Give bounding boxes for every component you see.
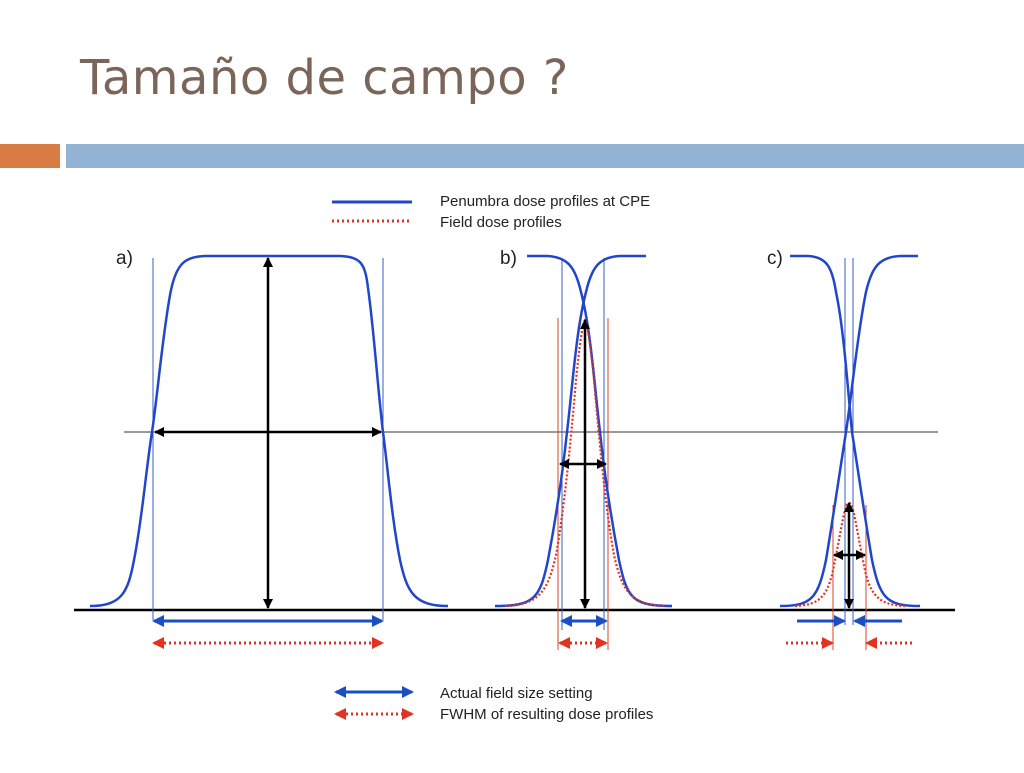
panel-c-falling-profile	[790, 254, 921, 608]
legend-top: Penumbra dose profiles at CPE Field dose…	[332, 193, 650, 231]
panel-b	[494, 254, 673, 650]
panel-c	[779, 254, 921, 650]
panel-label-a: a)	[116, 248, 133, 269]
panel-c-rising-profile	[779, 254, 918, 608]
legend-field-label: Field dose profiles	[440, 214, 562, 231]
legend-fwhm-label: FWHM of resulting dose profiles	[440, 706, 653, 723]
panel-label-c: c)	[767, 248, 783, 269]
legend-bottom: Actual field size setting FWHM of result…	[334, 685, 653, 723]
field-size-diagram: Penumbra dose profiles at CPE Field dose…	[74, 193, 955, 723]
title-accent-bar	[0, 144, 60, 168]
legend-penumbra-label: Penumbra dose profiles at CPE	[440, 193, 650, 210]
panel-label-b: b)	[500, 248, 517, 269]
legend-actual-field-label: Actual field size setting	[440, 685, 593, 702]
panel-a	[89, 254, 449, 649]
panel-b-rising-profile	[494, 254, 646, 608]
panel-a-dose-profile	[89, 254, 449, 608]
panel-b-falling-profile	[527, 254, 673, 608]
title-divider-bar	[66, 144, 1024, 168]
slide-title: Tamaño de campo ?	[80, 50, 569, 106]
field-size-figure: Penumbra dose profiles at CPE Field dose…	[0, 170, 1024, 768]
